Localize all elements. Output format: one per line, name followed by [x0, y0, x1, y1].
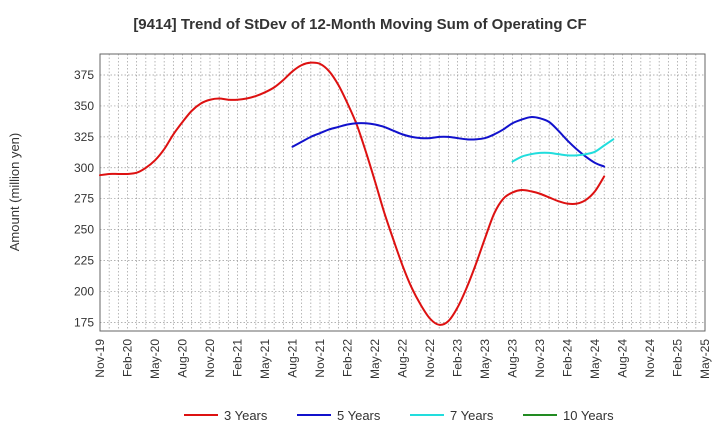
x-tick-label: Nov-22	[423, 339, 437, 378]
series-line-7-years	[511, 138, 615, 163]
x-tick-label: Nov-24	[643, 339, 657, 378]
x-tick-label: May-23	[478, 339, 492, 379]
x-tick-label: May-25	[698, 339, 712, 379]
x-tick-label: Feb-20	[121, 339, 135, 377]
y-axis-ticks: 175 200 225 250 275 300 325 350 375	[74, 68, 94, 329]
series-line-3-years	[99, 61, 606, 326]
x-tick-label: Aug-24	[616, 339, 630, 378]
x-tick-label: May-21	[258, 339, 272, 379]
x-tick-label: May-22	[368, 339, 382, 379]
x-tick-label: Aug-22	[396, 339, 410, 378]
plot-frame	[99, 53, 706, 332]
y-axis-label: Amount (million yen)	[7, 133, 22, 252]
x-tick-label: Feb-24	[561, 339, 575, 377]
legend-label-3-years: 3 Years	[224, 408, 268, 423]
x-tick-label: Nov-19	[93, 339, 107, 378]
legend-label-5-years: 5 Years	[337, 408, 381, 423]
y-tick-label: 275	[74, 192, 94, 206]
y-tick-label: 350	[74, 99, 94, 113]
y-tick-label: 300	[74, 161, 94, 175]
x-tick-label: Aug-23	[506, 339, 520, 378]
grid	[100, 54, 705, 331]
y-tick-label: 200	[74, 284, 94, 298]
y-tick-label: 225	[74, 254, 94, 268]
series-lines	[99, 61, 615, 326]
legend: 3 Years 5 Years 7 Years 10 Years	[184, 408, 614, 423]
x-tick-label: Nov-23	[533, 339, 547, 378]
y-tick-label: 175	[74, 315, 94, 329]
x-tick-label: Feb-25	[671, 339, 685, 377]
x-tick-label: Nov-21	[313, 339, 327, 378]
x-tick-label: Aug-20	[176, 339, 190, 378]
y-tick-label: 325	[74, 130, 94, 144]
x-tick-label: May-20	[148, 339, 162, 379]
y-tick-label: 250	[74, 223, 94, 237]
x-tick-label: Feb-22	[341, 339, 355, 377]
x-tick-label: Feb-21	[231, 339, 245, 377]
legend-label-7-years: 7 Years	[450, 408, 494, 423]
y-tick-label: 375	[74, 68, 94, 82]
x-tick-label: May-24	[588, 339, 602, 379]
series-line-5-years	[291, 116, 606, 168]
x-axis-ticks: Nov-19 Feb-20 May-20 Aug-20 Nov-20 Feb-21 May-…	[93, 339, 712, 379]
x-tick-label: Nov-20	[203, 339, 217, 378]
chart-title: [9414] Trend of StDev of 12-Month Moving…	[133, 16, 586, 33]
legend-label-10-years: 10 Years	[563, 408, 614, 423]
x-tick-label: Feb-23	[451, 339, 465, 377]
x-tick-label: Aug-21	[286, 339, 300, 378]
